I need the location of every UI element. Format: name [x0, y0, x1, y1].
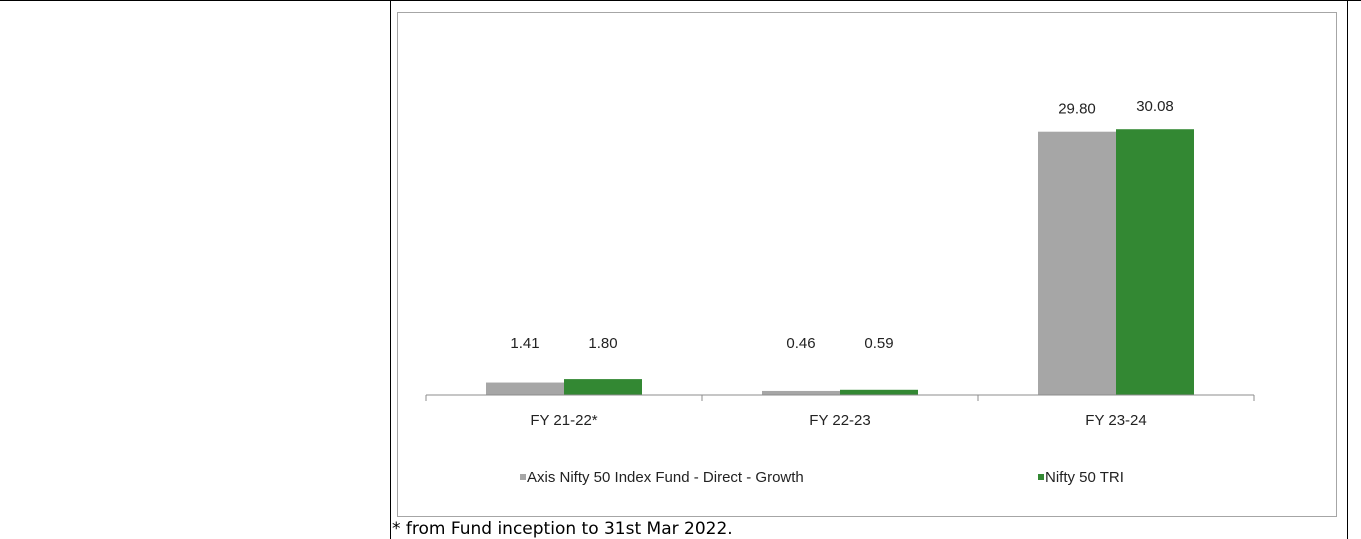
bars-layer [486, 129, 1194, 395]
x-tick-labels: FY 21-22* FY 22-23 FY 23-24 [530, 412, 1146, 429]
data-label: 29.80 [1058, 101, 1096, 118]
bar-fund-3 [1038, 131, 1116, 395]
data-label: 1.41 [510, 335, 539, 352]
table-top-border [0, 0, 1361, 1]
legend: Axis Nifty 50 Index Fund - Direct - Grow… [520, 469, 1124, 486]
bar-benchmark-3 [1116, 129, 1194, 395]
data-label: 0.46 [786, 335, 815, 352]
x-tick-label: FY 22-23 [809, 412, 870, 429]
table-column-divider [390, 0, 391, 539]
legend-swatch [1038, 474, 1044, 480]
table-right-border [1347, 0, 1348, 539]
data-labels: 1.41 1.80 0.46 0.59 29.80 30.08 [510, 98, 1173, 352]
legend-label: Nifty 50 TRI [1045, 469, 1124, 486]
bar-benchmark-1 [564, 379, 642, 395]
x-tick-label: FY 23-24 [1085, 412, 1146, 429]
legend-swatch [520, 474, 526, 480]
footnote: * from Fund inception to 31st Mar 2022. [392, 519, 733, 539]
legend-label: Axis Nifty 50 Index Fund - Direct - Grow… [527, 469, 804, 486]
data-label: 1.80 [588, 335, 617, 352]
chart-container: 1.41 1.80 0.46 0.59 29.80 30.08 FY 21-22* FY 2… [397, 12, 1337, 517]
bar-benchmark-2 [840, 389, 918, 395]
data-label: 0.59 [864, 335, 893, 352]
bar-fund-2 [762, 390, 840, 395]
bar-fund-1 [486, 382, 564, 395]
x-tick-label: FY 21-22* [530, 412, 597, 429]
x-axis [425, 394, 1255, 401]
data-label: 30.08 [1136, 98, 1174, 115]
